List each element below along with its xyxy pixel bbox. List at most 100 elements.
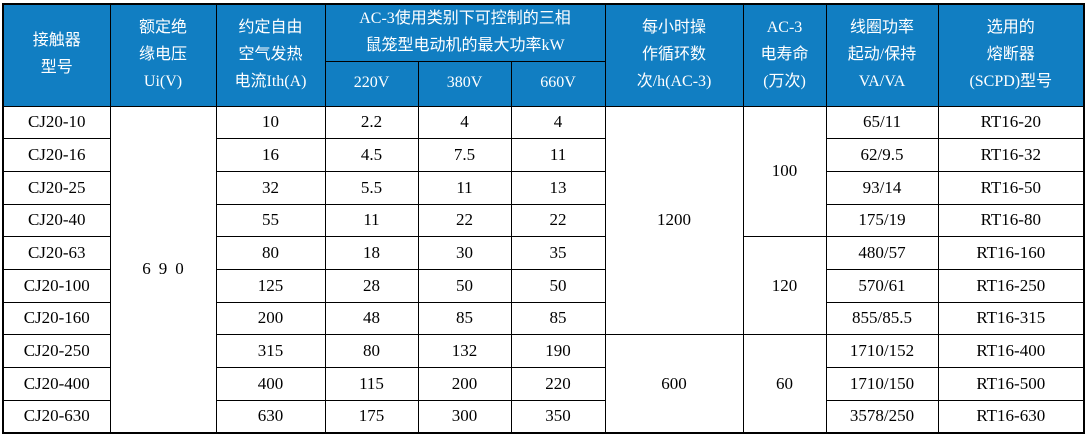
cell-power-380: 132 [417, 334, 512, 368]
cell-model: CJ20-63 [2, 236, 111, 270]
col-header-220v: 220V [324, 60, 419, 107]
cell-power-660: 350 [510, 399, 606, 434]
cell-ith: 200 [215, 301, 326, 336]
cell-ith: 55 [215, 203, 326, 238]
col-header-power-group: AC-3使用类别下可控制的三相 鼠笼型电动机的最大功率kW [324, 3, 606, 62]
col-header-coil: 线圈功率 起动/保持 VA/VA [825, 3, 939, 107]
cell-power-380: 300 [417, 399, 512, 434]
col-header-life: AC-3 电寿命 (万次) [742, 3, 827, 107]
table-row: CJ20-400 400 115 200 220 1710/150 RT16-5… [2, 367, 1085, 401]
table-row: CJ20-100 125 28 50 50 570/61 RT16-250 [2, 268, 1085, 303]
cell-model: CJ20-400 [2, 367, 111, 401]
cell-fuse: RT16-80 [937, 203, 1085, 238]
cell-fuse: RT16-20 [937, 105, 1085, 140]
cell-ith: 16 [215, 138, 326, 172]
cell-model: CJ20-160 [2, 301, 111, 336]
cell-fuse: RT16-630 [937, 399, 1085, 434]
cell-cycles-merged: 1200 [604, 105, 744, 336]
cell-power-380: 7.5 [417, 138, 512, 172]
cell-fuse: RT16-160 [937, 236, 1085, 270]
contactor-spec-table: 接触器 型号 额定绝 缘电压 Ui(V) 约定自由 空气发热 电流Ith(A) … [2, 3, 1085, 434]
cell-coil: 480/57 [825, 236, 939, 270]
cell-power-660: 13 [510, 170, 606, 205]
cell-power-220: 4.5 [324, 138, 419, 172]
table-row: CJ20-63 80 18 30 35 120 480/57 RT16-160 [2, 236, 1085, 336]
cell-power-220: 11 [324, 203, 419, 238]
header-row-top: 接触器 型号 额定绝 缘电压 Ui(V) 约定自由 空气发热 电流Ith(A) … [2, 3, 1085, 107]
cell-model: CJ20-16 [2, 138, 111, 172]
cell-power-660: 220 [510, 367, 606, 401]
col-header-660v: 660V [510, 60, 606, 107]
cell-ui-merged: 690 [109, 105, 217, 434]
table-row: CJ20-16 16 4.5 7.5 11 62/9.5 RT16-32 [2, 138, 1085, 172]
cell-fuse: RT16-500 [937, 367, 1085, 401]
cell-model: CJ20-25 [2, 170, 111, 205]
cell-coil: 3578/250 [825, 399, 939, 434]
table-body: CJ20-10 690 10 2.2 4 4 1200 100 65/11 RT… [2, 105, 1085, 434]
header-row-sub: 220V 380V 660V [3, 60, 1084, 107]
cell-power-220: 18 [324, 236, 419, 270]
cell-power-380: 4 [417, 105, 512, 140]
cell-model: CJ20-250 [2, 334, 111, 368]
col-header-fuse: 选用的 熔断器 (SCPD)型号 [937, 3, 1085, 107]
cell-model: CJ20-10 [2, 105, 111, 140]
cell-fuse: RT16-32 [937, 138, 1085, 172]
cell-power-220: 48 [324, 301, 419, 336]
table-header: 接触器 型号 额定绝 缘电压 Ui(V) 约定自由 空气发热 电流Ith(A) … [2, 3, 1085, 107]
cell-power-380: 11 [417, 170, 512, 205]
cell-ith: 315 [215, 334, 326, 368]
table-row: CJ20-10 690 10 2.2 4 4 1200 100 65/11 RT… [2, 105, 1085, 434]
cell-power-380: 50 [417, 268, 512, 303]
cell-fuse: RT16-50 [937, 170, 1085, 205]
cell-ith: 10 [215, 105, 326, 140]
cell-power-220: 175 [324, 399, 419, 434]
cell-power-380: 85 [417, 301, 512, 336]
cell-fuse: RT16-250 [937, 268, 1085, 303]
cell-coil: 93/14 [825, 170, 939, 205]
cell-life-merged: 120 [742, 236, 827, 336]
cell-power-380: 200 [417, 367, 512, 401]
col-header-ui: 额定绝 缘电压 Ui(V) [109, 3, 217, 107]
cell-power-220: 28 [324, 268, 419, 303]
table-row: CJ20-630 630 175 300 350 3578/250 RT16-6… [2, 399, 1085, 434]
table-row: CJ20-40 55 11 22 22 175/19 RT16-80 [2, 203, 1085, 238]
cell-coil: 65/11 [825, 105, 939, 140]
table-row: CJ20-25 32 5.5 11 13 93/14 RT16-50 [2, 170, 1085, 205]
cell-ith: 630 [215, 399, 326, 434]
cell-model: CJ20-630 [2, 399, 111, 434]
cell-ith: 80 [215, 236, 326, 270]
cell-power-220: 115 [324, 367, 419, 401]
cell-coil: 855/85.5 [825, 301, 939, 336]
cell-coil: 175/19 [825, 203, 939, 238]
cell-ith: 125 [215, 268, 326, 303]
cell-cycles-merged: 600 [604, 334, 744, 434]
cell-ith: 32 [215, 170, 326, 205]
cell-coil: 1710/152 [825, 334, 939, 368]
cell-power-220: 5.5 [324, 170, 419, 205]
cell-power-220: 80 [324, 334, 419, 368]
col-header-model: 接触器 型号 [2, 3, 111, 107]
cell-power-660: 190 [510, 334, 606, 368]
cell-power-660: 35 [510, 236, 606, 270]
col-header-380v: 380V [417, 60, 512, 107]
cell-coil: 1710/150 [825, 367, 939, 401]
cell-power-660: 22 [510, 203, 606, 238]
table-row: CJ20-250 315 80 132 190 600 60 1710/152 … [2, 334, 1085, 434]
cell-coil: 570/61 [825, 268, 939, 303]
col-header-cycles: 每小时操 作循环数 次/h(AC-3) [604, 3, 744, 107]
cell-fuse: RT16-400 [937, 334, 1085, 368]
cell-power-380: 30 [417, 236, 512, 270]
cell-power-660: 4 [510, 105, 606, 140]
cell-power-660: 85 [510, 301, 606, 336]
cell-life-merged: 60 [742, 334, 827, 434]
cell-power-380: 22 [417, 203, 512, 238]
cell-model: CJ20-100 [2, 268, 111, 303]
cell-power-660: 11 [510, 138, 606, 172]
col-header-ith: 约定自由 空气发热 电流Ith(A) [215, 3, 326, 107]
cell-model: CJ20-40 [2, 203, 111, 238]
cell-power-220: 2.2 [324, 105, 419, 140]
cell-power-660: 50 [510, 268, 606, 303]
cell-coil: 62/9.5 [825, 138, 939, 172]
cell-ith: 400 [215, 367, 326, 401]
